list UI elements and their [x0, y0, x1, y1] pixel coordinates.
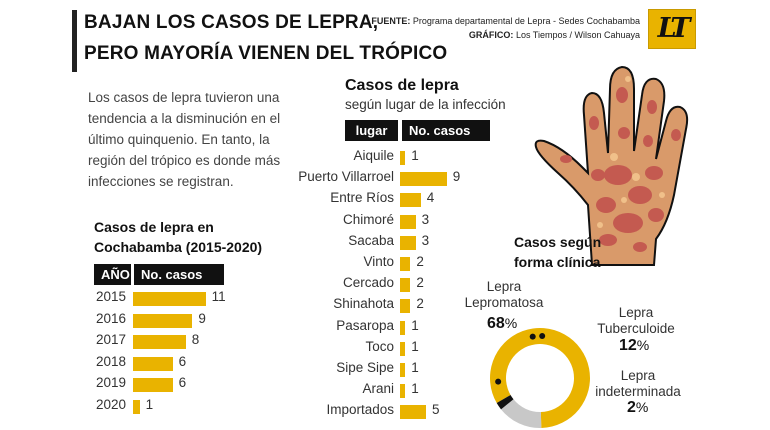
place-value-toco: 1	[411, 338, 419, 354]
place-value-puerto-villarroel: 9	[452, 169, 461, 185]
place-bar-shinahota	[400, 299, 411, 314]
place-chart-subtitle: según lugar de la infección	[345, 97, 506, 112]
place-label-entre-r-os: Entre Ríos	[330, 190, 394, 206]
graphic-label: GRÁFICO:	[468, 30, 514, 40]
leader-dot-indeterminada	[539, 333, 546, 340]
place-label-cercado: Cercado	[342, 275, 394, 291]
place-bar-entre-r-os	[400, 193, 421, 208]
brand-logo: LT	[648, 9, 696, 49]
clinical-donut	[490, 328, 590, 428]
place-label-puerto-villarroel: Puerto Villarroel	[298, 169, 394, 185]
place-label-vinto: Vinto	[363, 254, 394, 269]
graphic-text: Los Tiempos / Wilson Cahuaya	[515, 30, 640, 40]
slice-indeterminada-label: Lepra indeterminada	[595, 368, 681, 399]
year-label-2016: 2016	[95, 310, 126, 326]
page-title-line2: PERO MAYORÍA VIENEN DEL TRÓPICO	[84, 43, 448, 64]
place-value-entre-r-os: 4	[426, 190, 435, 206]
year-label-2017: 2017	[95, 332, 126, 348]
place-bar-sipe-sipe	[400, 363, 406, 377]
slice-tuberculoide-label: Lepra Tuberculoide	[597, 305, 675, 336]
place-value-vinto: 2	[416, 254, 424, 269]
place-value-sacaba: 3	[421, 232, 430, 248]
place-cases-col-header: No. casos	[402, 120, 490, 141]
place-bar-pasaropa	[400, 320, 406, 335]
year-cases-col-header: No. casos	[134, 264, 224, 285]
place-label-shinahota: Shinahota	[333, 296, 394, 312]
source-label: FUENTE:	[371, 16, 411, 26]
place-label-sipe-sipe: Sipe Sipe	[336, 360, 394, 375]
place-label-importados: Importados	[326, 402, 394, 418]
leader-dot-lepromatosa	[495, 378, 502, 385]
year-label-2020: 2020	[95, 397, 126, 412]
donut-slice-tuberculoide	[501, 399, 542, 428]
place-value-arani: 1	[411, 381, 419, 397]
year-value-2015: 11	[211, 289, 226, 304]
place-label-arani: Arani	[362, 381, 394, 397]
clinical-chart-title-line2: forma clínica	[514, 254, 601, 270]
year-label-2018: 2018	[95, 353, 126, 369]
slice-lepromatosa-value: 68%	[487, 315, 518, 332]
year-value-2017: 8	[191, 332, 200, 348]
year-label-2015: 2015	[95, 289, 126, 304]
year-value-2020: 1	[145, 397, 154, 412]
slice-indeterminada-value: 2%	[627, 399, 649, 416]
place-label-chimor-: Chimoré	[342, 211, 394, 227]
place-bar-vinto	[400, 257, 411, 271]
source-text: Programa departamental de Lepra - Sedes …	[412, 16, 640, 26]
place-col-header: lugar	[345, 120, 398, 141]
year-bar-2019	[133, 378, 173, 393]
year-label-2019: 2019	[95, 375, 126, 391]
place-chart-title: Casos de lepra	[345, 77, 459, 94]
slice-tuberculoide-value: 12%	[619, 337, 650, 354]
slice-lepromatosa-label: Lepra Lepromatosa	[464, 279, 544, 310]
year-bar-2017	[133, 335, 186, 350]
place-bar-puerto-villarroel	[400, 172, 447, 187]
place-value-importados: 5	[432, 402, 440, 418]
place-bar-sacaba	[400, 235, 416, 250]
year-value-2018: 6	[178, 353, 187, 369]
hand-illustration	[534, 65, 689, 266]
place-bar-aiquile	[400, 151, 406, 165]
place-value-pasaropa: 1	[411, 317, 419, 333]
place-value-cercado: 2	[416, 275, 424, 291]
place-label-toco: Toco	[365, 338, 394, 354]
year-bar-2015	[133, 292, 206, 306]
year-bar-2020	[133, 400, 140, 414]
place-value-chimor-: 3	[421, 211, 430, 227]
intro-paragraph: Los casos de lepra tuvieron una tendenci…	[88, 90, 281, 189]
place-value-sipe-sipe: 1	[411, 360, 419, 375]
year-value-2019: 6	[178, 375, 187, 391]
year-chart-title-line1: Casos de lepra en	[94, 219, 214, 235]
donut-slice-indeterminada	[496, 395, 514, 410]
year-col-header: AÑO	[94, 264, 131, 285]
place-bar-cercado	[400, 278, 411, 293]
year-bar-2016	[133, 313, 193, 328]
place-value-shinahota: 2	[416, 296, 424, 312]
place-bar-chimor-	[400, 214, 416, 229]
year-bar-2018	[133, 356, 173, 371]
place-bar-importados	[400, 405, 426, 420]
place-bar-arani	[400, 384, 406, 399]
place-value-aiquile: 1	[411, 148, 419, 163]
lesion-spots	[560, 87, 681, 252]
clinical-chart-title-line1: Casos según	[514, 234, 602, 250]
year-chart-title-line2: Cochabamba (2015-2020)	[94, 239, 263, 255]
year-value-2016: 9	[198, 310, 206, 326]
credits: FUENTE: Programa departamental de Lepra …	[371, 14, 640, 42]
place-label-sacaba: Sacaba	[348, 232, 394, 248]
place-label-pasaropa: Pasaropa	[336, 317, 394, 333]
light-spots	[597, 76, 665, 228]
title-accent-bar	[72, 10, 77, 72]
page-title-line1: BAJAN LOS CASOS DE LEPRA,	[84, 12, 379, 33]
leader-dot-tuberculoide	[529, 333, 536, 340]
place-bar-toco	[400, 341, 406, 356]
place-label-aiquile: Aiquile	[353, 148, 394, 163]
donut-slice-lepromatosa	[490, 328, 590, 428]
